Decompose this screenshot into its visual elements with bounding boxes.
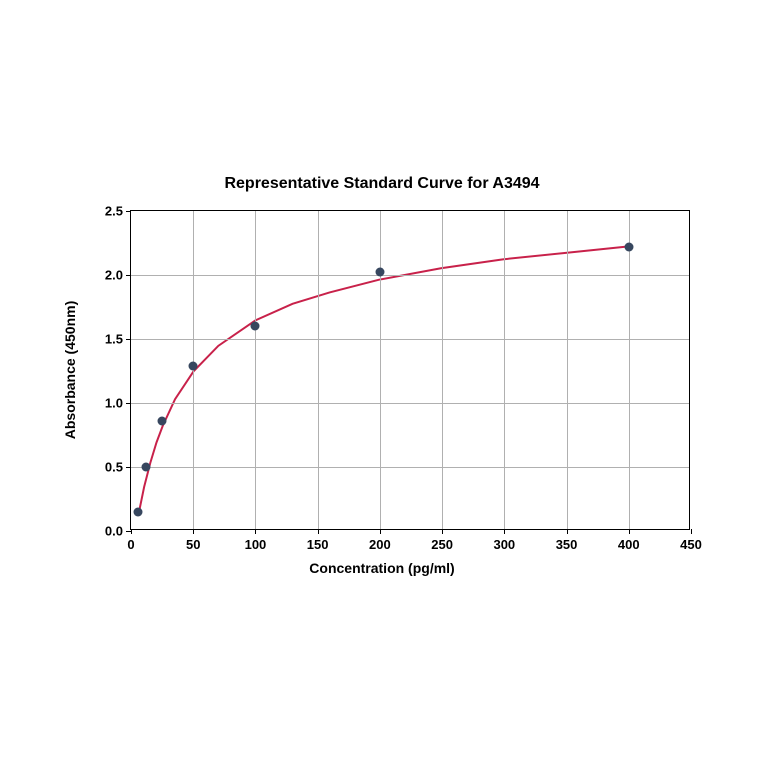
plot-area: 0501001502002503003504004500.00.51.01.52… xyxy=(130,210,690,530)
x-tick-label: 0 xyxy=(127,537,134,552)
curve-path xyxy=(139,247,626,512)
x-tick xyxy=(380,529,381,534)
y-tick-label: 0.5 xyxy=(105,460,123,475)
grid-line-horizontal xyxy=(131,467,689,468)
y-tick xyxy=(126,467,131,468)
y-tick xyxy=(126,339,131,340)
grid-line-vertical xyxy=(255,211,256,529)
x-tick xyxy=(193,529,194,534)
x-tick xyxy=(629,529,630,534)
x-tick xyxy=(318,529,319,534)
data-point xyxy=(189,361,198,370)
chart-container: Representative Standard Curve for A3494 … xyxy=(0,0,764,764)
grid-line-vertical xyxy=(442,211,443,529)
y-tick xyxy=(126,211,131,212)
grid-line-horizontal xyxy=(131,339,689,340)
chart-title: Representative Standard Curve for A3494 xyxy=(224,175,539,193)
y-tick xyxy=(126,403,131,404)
grid-line-vertical xyxy=(504,211,505,529)
y-tick-label: 2.0 xyxy=(105,268,123,283)
x-tick-label: 100 xyxy=(245,537,267,552)
grid-line-vertical xyxy=(567,211,568,529)
y-tick-label: 1.5 xyxy=(105,332,123,347)
data-point xyxy=(624,242,633,251)
y-tick-label: 1.0 xyxy=(105,396,123,411)
y-tick xyxy=(126,275,131,276)
y-tick-label: 0.0 xyxy=(105,524,123,539)
x-tick-label: 150 xyxy=(307,537,329,552)
x-tick xyxy=(691,529,692,534)
x-tick-label: 300 xyxy=(493,537,515,552)
grid-line-vertical xyxy=(380,211,381,529)
x-tick-label: 350 xyxy=(556,537,578,552)
data-point xyxy=(375,268,384,277)
y-axis-label: Absorbance (450nm) xyxy=(62,301,78,439)
data-point xyxy=(158,416,167,425)
x-tick-label: 50 xyxy=(186,537,200,552)
y-tick-label: 2.5 xyxy=(105,204,123,219)
data-point xyxy=(141,463,150,472)
x-tick-label: 450 xyxy=(680,537,702,552)
x-tick-label: 200 xyxy=(369,537,391,552)
x-tick xyxy=(567,529,568,534)
x-axis-label: Concentration (pg/ml) xyxy=(309,560,454,576)
x-tick xyxy=(255,529,256,534)
x-tick xyxy=(442,529,443,534)
x-tick-label: 400 xyxy=(618,537,640,552)
y-tick xyxy=(126,531,131,532)
data-point xyxy=(251,322,260,331)
x-tick xyxy=(504,529,505,534)
data-point xyxy=(134,507,143,516)
grid-line-horizontal xyxy=(131,403,689,404)
grid-line-horizontal xyxy=(131,275,689,276)
fit-curve xyxy=(131,211,689,529)
x-tick xyxy=(131,529,132,534)
grid-line-vertical xyxy=(629,211,630,529)
x-tick-label: 250 xyxy=(431,537,453,552)
grid-line-vertical xyxy=(318,211,319,529)
